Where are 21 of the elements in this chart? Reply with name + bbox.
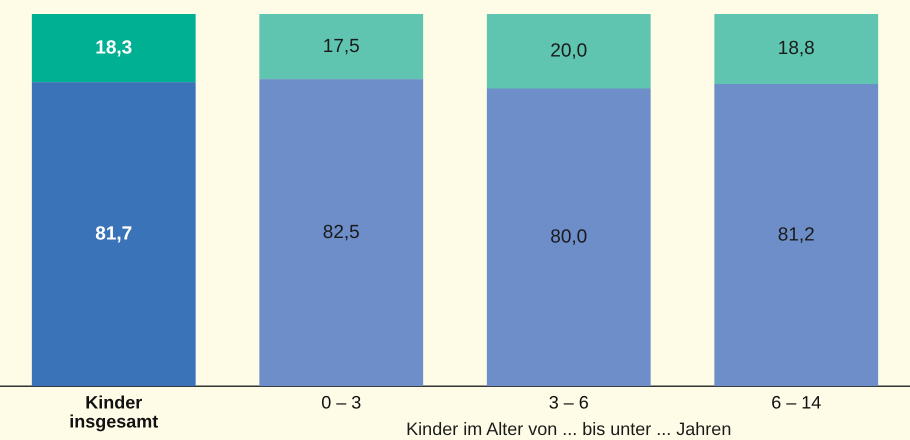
x-tick-label: 6 – 14 [771, 392, 822, 413]
bar [259, 14, 424, 80]
x-tick-label: 3 – 6 [548, 392, 589, 413]
bar [259, 79, 424, 386]
x-axis-title: Kinder im Alter von ... bis unter ... Jahren [406, 418, 732, 439]
data-label: 18,3 [95, 37, 132, 58]
bar [486, 14, 651, 88]
data-label: 18,8 [778, 38, 815, 60]
x-tick-label: 0 – 3 [321, 392, 362, 413]
bar [714, 14, 878, 84]
data-label: 81,2 [778, 224, 815, 246]
data-label: 17,5 [322, 36, 360, 57]
bar [32, 82, 196, 386]
bar [32, 14, 196, 82]
bar [486, 88, 651, 386]
bar [714, 84, 878, 386]
data-label: 82,5 [322, 222, 360, 243]
data-label: 81,7 [95, 223, 132, 244]
x-tick-label: Kinder insgesamt [69, 392, 158, 432]
data-label: 20,0 [550, 40, 588, 62]
data-label: 80,0 [550, 226, 588, 248]
